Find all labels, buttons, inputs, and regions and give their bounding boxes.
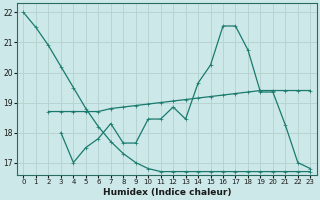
X-axis label: Humidex (Indice chaleur): Humidex (Indice chaleur) [103,188,231,197]
